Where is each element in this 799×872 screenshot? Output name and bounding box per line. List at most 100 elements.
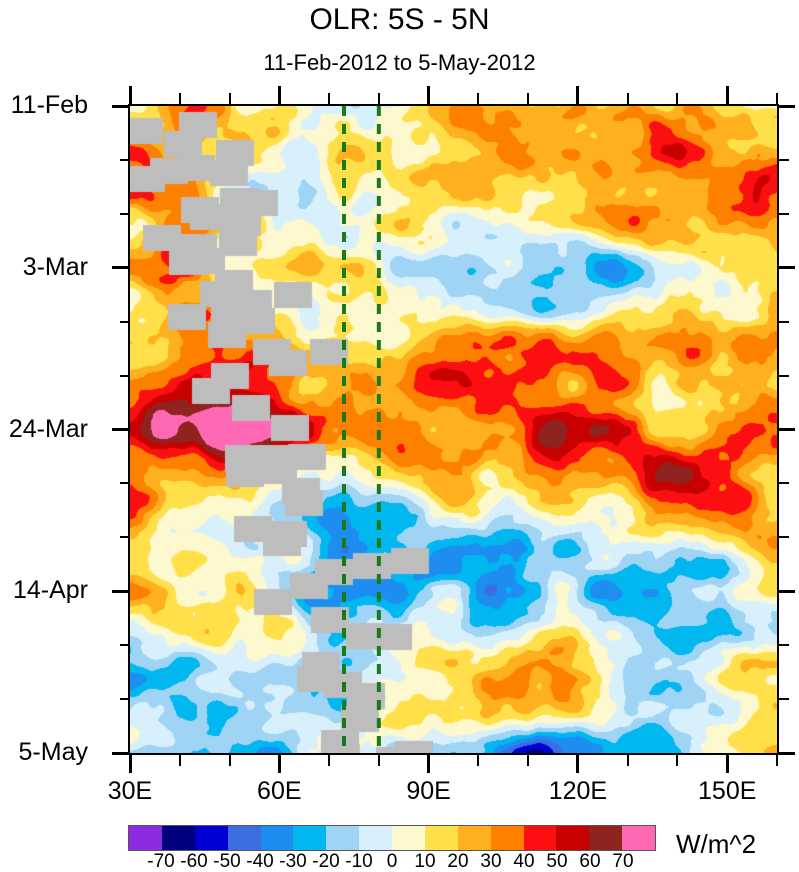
- y-axis-tick-label: 24-Mar: [8, 414, 88, 443]
- y-tick-major: [112, 428, 130, 431]
- y-tick-minor: [120, 482, 130, 485]
- y-tick-minor-right: [779, 158, 789, 161]
- x-tick-minor: [377, 755, 380, 766]
- colorbar-swatch[interactable]: [359, 826, 392, 850]
- x-tick-minor-top: [477, 93, 480, 104]
- x-tick-major-top: [725, 86, 729, 104]
- y-tick-minor-right: [779, 320, 789, 323]
- x-tick-minor-top: [328, 93, 331, 104]
- x-tick-minor: [178, 755, 181, 766]
- colorbar-swatch[interactable]: [589, 826, 623, 850]
- colorbar-swatch[interactable]: [424, 826, 458, 850]
- colorbar-tick-label: 50: [546, 851, 568, 872]
- colorbar-swatch[interactable]: [457, 826, 491, 850]
- x-tick-minor: [477, 755, 480, 766]
- y-tick-major-right: [777, 589, 795, 593]
- x-tick-minor-top: [228, 93, 231, 104]
- colorbar-swatch[interactable]: [194, 826, 228, 850]
- x-tick-major-top: [427, 86, 431, 104]
- colorbar-tick-label: 30: [480, 851, 502, 872]
- x-axis-tick-label: 90E: [406, 777, 451, 805]
- colorbar-swatch[interactable]: [326, 826, 360, 850]
- contour-field: [130, 106, 777, 753]
- y-axis-tick-label: 14-Apr: [12, 576, 88, 605]
- colorbar[interactable]: [128, 825, 656, 851]
- colorbar-swatch[interactable]: [490, 826, 524, 850]
- y-tick-major-right: [777, 266, 795, 270]
- colorbar-swatch[interactable]: [129, 826, 162, 850]
- x-tick-major-top: [277, 86, 281, 104]
- x-tick-minor-top: [626, 93, 629, 104]
- hovmoller-plot-area: [128, 104, 779, 755]
- y-tick-minor-right: [779, 644, 789, 647]
- y-tick-minor: [120, 374, 130, 377]
- colorbar-tick-label: 60: [579, 851, 601, 872]
- colorbar-tick-label: -10: [345, 851, 373, 872]
- colorbar-swatch[interactable]: [227, 826, 261, 850]
- colorbar-tick-label: -50: [213, 851, 241, 872]
- y-tick-major: [112, 751, 130, 755]
- chart-subtitle: 11-Feb-2012 to 5-May-2012: [263, 50, 536, 75]
- y-tick-minor: [120, 158, 130, 161]
- y-tick-major: [112, 589, 130, 593]
- y-axis-tick-label: 11-Feb: [10, 91, 88, 119]
- x-tick-major: [427, 755, 431, 773]
- y-tick-major-right: [777, 751, 795, 755]
- x-tick-minor: [776, 755, 778, 766]
- x-tick-major: [576, 755, 580, 773]
- x-tick-minor-top: [676, 93, 679, 104]
- x-tick-minor: [527, 755, 530, 766]
- y-tick-major: [112, 104, 130, 108]
- y-tick-minor: [120, 212, 130, 215]
- y-tick-minor: [120, 536, 130, 539]
- colorbar-tick-label: -70: [147, 851, 175, 872]
- y-tick-major-right: [777, 104, 795, 108]
- reference-lines-layer: [342, 106, 381, 753]
- y-tick-minor-right: [779, 698, 789, 701]
- x-tick-minor-top: [776, 93, 778, 104]
- colorbar-tick-label: 10: [414, 851, 436, 872]
- x-tick-major-top: [576, 86, 580, 104]
- x-tick-minor: [328, 755, 331, 766]
- y-tick-minor-right: [779, 212, 789, 215]
- x-tick-major-top: [128, 86, 132, 104]
- x-axis-tick-label: 60E: [257, 777, 302, 805]
- y-tick-major-right: [777, 428, 795, 431]
- y-tick-minor: [120, 698, 130, 701]
- x-tick-minor-top: [527, 93, 530, 104]
- x-tick-minor: [228, 755, 231, 766]
- y-tick-minor: [120, 320, 130, 323]
- colorbar-swatch[interactable]: [161, 826, 195, 850]
- x-tick-minor-top: [178, 93, 181, 104]
- colorbar-swatch[interactable]: [622, 826, 655, 850]
- colorbar-tick-label: 70: [612, 851, 634, 872]
- colorbar-swatch[interactable]: [260, 826, 294, 850]
- y-tick-minor: [120, 644, 130, 647]
- y-tick-minor-right: [779, 482, 789, 485]
- x-axis-tick-label: 150E: [698, 777, 757, 805]
- x-tick-major: [725, 755, 729, 773]
- x-tick-minor: [676, 755, 679, 766]
- y-tick-minor-right: [779, 374, 789, 377]
- colorbar-tick-label: -40: [246, 851, 274, 872]
- y-tick-major: [112, 266, 130, 270]
- x-axis-tick-label: 120E: [548, 777, 608, 805]
- colorbar-tick-label: -20: [312, 851, 340, 872]
- colorbar-tick-label: 20: [447, 851, 469, 872]
- x-tick-minor-top: [377, 93, 380, 104]
- y-tick-minor-right: [779, 536, 789, 539]
- colorbar-swatch[interactable]: [293, 826, 327, 850]
- colorbar-swatch[interactable]: [392, 826, 425, 850]
- colorbar-tick-label: -30: [279, 851, 307, 872]
- colorbar-units-label: W/m^2: [676, 829, 757, 859]
- x-tick-major: [277, 755, 281, 773]
- page-title: OLR: 5S - 5N: [309, 3, 490, 36]
- x-tick-major: [128, 755, 132, 773]
- colorbar-swatch[interactable]: [523, 826, 557, 850]
- colorbar-swatch[interactable]: [556, 826, 590, 850]
- x-tick-minor: [626, 755, 629, 766]
- colorbar-tick-label: 0: [386, 851, 398, 872]
- y-axis-tick-label: 3-Mar: [22, 252, 88, 281]
- x-axis-tick-label: 30E: [107, 777, 153, 805]
